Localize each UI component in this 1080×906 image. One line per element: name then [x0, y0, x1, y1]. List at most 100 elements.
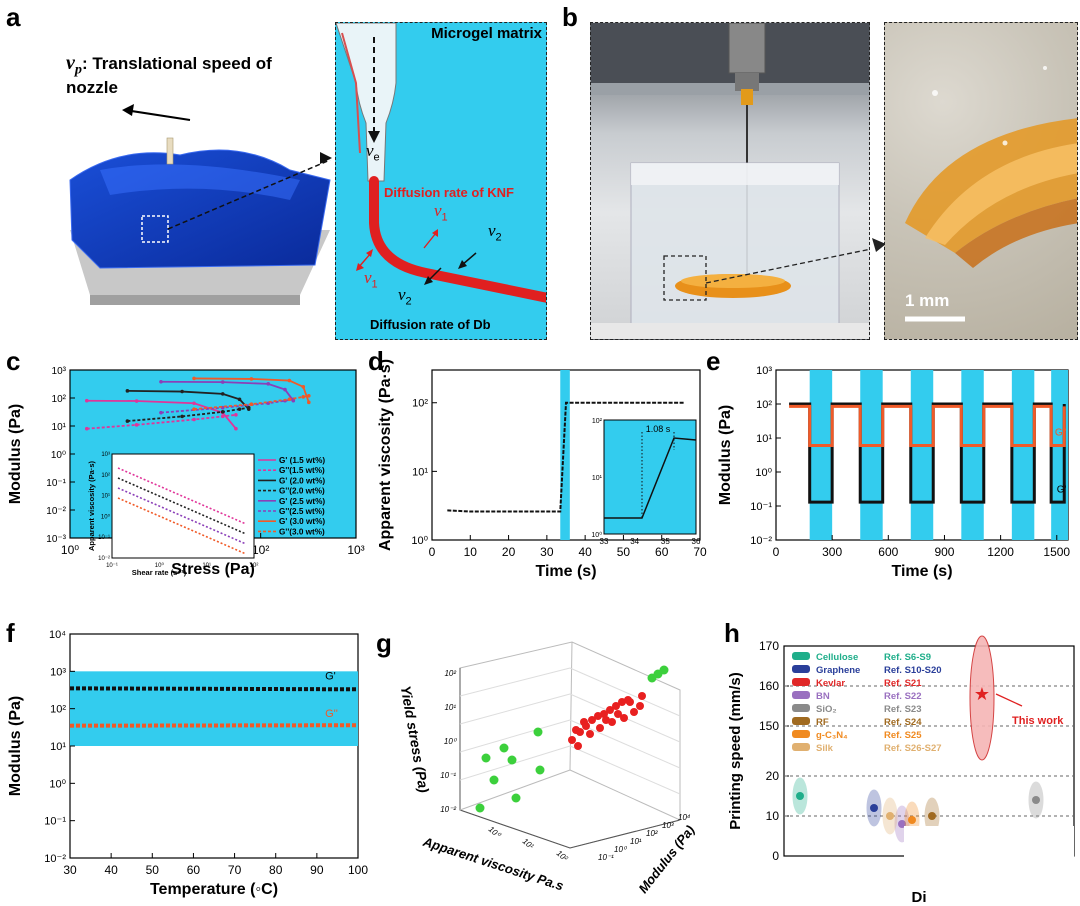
nozzle [166, 137, 174, 165]
point-g-green [499, 743, 509, 753]
inset-c-curve [117, 497, 247, 555]
inset-d-xtick: 35 [661, 537, 670, 546]
x-tick-label-f: 40 [104, 863, 118, 877]
ve-symbol: v [366, 141, 374, 160]
point-g-red [636, 702, 644, 710]
series-c-point [301, 385, 306, 389]
legend-h-material: RF [816, 717, 829, 728]
series-c-point [266, 382, 271, 386]
y-label-d: Apparent viscosity (Pa·s) [377, 359, 394, 551]
v1-upper-sub: 1 [441, 211, 448, 224]
legend-h-material: Cellulose [816, 652, 858, 663]
inset-c-ytick: 10¹ [101, 494, 110, 500]
legend-h-material: Silk [816, 743, 834, 754]
chart-d: 0 10 20 30 40 50 60 70 10⁰ 10¹ 10² Time (s) Apparent… [377, 359, 707, 580]
panel-g-letter: g [376, 628, 392, 658]
point-g-red [574, 742, 582, 750]
y-tick-label-g: 10⁻¹ [440, 771, 456, 780]
legend-h-ref: Ref. S22 [884, 691, 922, 702]
inset-c [111, 453, 255, 559]
x-tick-label-f: 90 [310, 863, 324, 877]
zoomed-photo: 1 mm [884, 22, 1078, 340]
series-c-point [220, 380, 225, 384]
annotation-h: This work [1012, 715, 1064, 727]
series-c-point [237, 397, 242, 402]
point-g-green [507, 755, 517, 765]
ellipse-h-kevlar [969, 635, 995, 761]
inset-c-ytick: 10⁻² [98, 556, 110, 562]
inset-c-ytick: 10² [101, 473, 110, 479]
x-tick-label-e: 600 [878, 545, 898, 559]
y-label-h: Printing speed (mm/s) [727, 672, 744, 830]
panel-f-letter: f [6, 618, 15, 648]
shear-band-e [910, 370, 934, 540]
x-tick-label-d: 0 [429, 545, 436, 559]
z-tick-label-g: 10⁴ [678, 813, 691, 822]
v1-upper-symbol: v [434, 201, 442, 220]
y-tick-label-f: 10⁻¹ [44, 816, 66, 828]
vp-label-text: : Translational speed of [81, 54, 272, 73]
series-c-point [249, 402, 254, 407]
series-c-point [180, 414, 184, 419]
inset-d-ytick: 10² [592, 418, 603, 425]
inset-d-ytick: 10¹ [592, 475, 603, 482]
v1-lower: v1 [364, 268, 378, 290]
microgel-inset: Microgel matrix ve Diffusion rate of KNF… [335, 22, 547, 340]
y-tick-label-c: 10¹ [52, 422, 67, 433]
label-e-gp: G' [1057, 484, 1067, 495]
v2-lower: v2 [398, 285, 412, 307]
point-g-green [489, 775, 499, 785]
extrusion-diagram [336, 23, 546, 303]
y-tick-label-e: 10⁻¹ [750, 501, 772, 513]
point-g-red [572, 726, 580, 734]
y-tick-label-e: 10⁻² [750, 535, 772, 547]
x-label-f: Temperature (◦C) [150, 881, 278, 898]
inset-c-xtick: 10⁰ [155, 562, 165, 569]
legend-c-label: G''(3.0 wt%) [279, 527, 325, 536]
y-tick-label-h: 0 [772, 849, 779, 863]
series-c-point [287, 397, 292, 402]
legend-h-ref: Ref. S26-S27 [884, 743, 942, 754]
series-c-point [287, 378, 292, 383]
x-tick-label-f: 60 [187, 863, 201, 877]
series-c-point [192, 417, 196, 422]
inset-c-xtick: 10¹ [202, 563, 211, 569]
x-tick-label-e: 900 [934, 545, 954, 559]
series-c-point [84, 398, 89, 403]
grid-g [459, 719, 571, 753]
x-tick-label-d: 40 [578, 545, 592, 559]
series-c-point [307, 400, 311, 405]
shear-band-e [1011, 370, 1035, 540]
series-c-point [159, 410, 163, 415]
x-tick-label-d: 30 [540, 545, 554, 559]
legend-c-label: G''(2.5 wt%) [279, 507, 325, 516]
y-tick-label-g: 10² [444, 669, 456, 678]
y-tick-label-d: 10¹ [412, 466, 428, 478]
zoom-arrow-a [320, 152, 332, 164]
legend-h-material: Kevlar [816, 678, 845, 689]
legend-h-swatch [792, 652, 810, 660]
point-g-red [602, 716, 610, 724]
y-tick-label-c: 10⁰ [51, 450, 66, 461]
inset-d-xtick: 34 [630, 537, 639, 546]
series-c-point [125, 389, 130, 393]
legend-c-label: G' (2.5 wt%) [279, 497, 325, 506]
inset-c-ytick: 10⁻¹ [98, 535, 110, 541]
vp-label: vp: Translational speed of nozzle [66, 52, 272, 98]
nozzle-direction-arrow [124, 109, 191, 121]
highlight-band-d [560, 370, 570, 540]
x-tick-label-g: 10⁰ [487, 825, 503, 841]
arrow-h [995, 693, 1023, 707]
knf-label: Diffusion rate of KNF [384, 185, 514, 200]
v2-upper-symbol: v [488, 221, 496, 240]
y-tick-label-h: 170 [759, 639, 779, 653]
legend-h-ref: Ref. S10-S20 [884, 665, 942, 676]
panel-e-letter: e [706, 346, 721, 376]
matrix-block-illustration [69, 104, 331, 305]
v2-lower-sub: 2 [405, 295, 412, 308]
series-c-point [134, 399, 139, 403]
y-tick-label-g: 10⁰ [444, 737, 458, 746]
point-g-red [612, 702, 620, 710]
series-c-point [220, 410, 225, 414]
chart-e: 0 300 600 900 1200 1500 10⁻² 10⁻¹ 10⁰ 10¹ 10² 10³ Ti… [717, 365, 1070, 580]
